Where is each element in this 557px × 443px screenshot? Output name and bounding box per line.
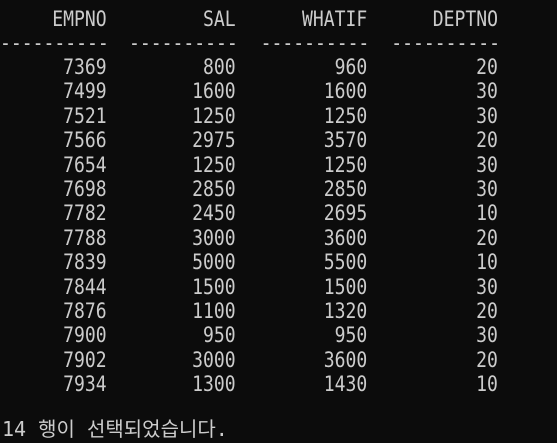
- cell-sal: 1300: [192, 372, 236, 397]
- cell-deptno: 20: [476, 225, 498, 250]
- cell-sal: 2450: [192, 201, 236, 226]
- cell-deptno: 30: [476, 103, 498, 128]
- cell-deptno: 30: [476, 274, 498, 299]
- cell-empno: 7782: [63, 201, 107, 226]
- table-row: 7566 2975 3570 20: [0, 128, 498, 153]
- cell-whatif: 1250: [323, 152, 368, 177]
- cell-whatif: 3600: [323, 225, 368, 250]
- cell-deptno: 20: [476, 128, 498, 153]
- cell-whatif: 5500: [323, 250, 368, 275]
- cell-empno: 7900: [63, 323, 107, 348]
- cell-sal: 2850: [192, 177, 236, 201]
- cell-sal: 1100: [192, 299, 236, 323]
- cell-empno: 7566: [63, 128, 107, 153]
- table-row: 7698 2850 2850 30: [0, 177, 498, 201]
- cell-whatif: 2850: [323, 177, 368, 201]
- cell-empno: 7521: [63, 103, 107, 128]
- cell-deptno: 20: [476, 299, 498, 323]
- cell-sal: 950: [203, 323, 236, 348]
- table-row: 7902 3000 3600 20: [0, 347, 498, 372]
- cell-empno: 7839: [63, 250, 107, 275]
- table-row: 7521 1250 1250 30: [0, 103, 498, 128]
- separator-deptno: ----------: [391, 31, 501, 55]
- table-row: 7369 800 960 20: [0, 55, 498, 79]
- cell-whatif: 1430: [323, 372, 368, 397]
- table-row: 7934 1300 1430 10: [0, 372, 498, 397]
- cell-whatif: 1250: [323, 103, 368, 128]
- cell-deptno: 20: [476, 55, 498, 79]
- cell-sal: 2975: [192, 128, 236, 153]
- cell-sal: 1250: [192, 152, 236, 177]
- cell-whatif: 3570: [323, 128, 368, 153]
- cell-whatif: 960: [334, 55, 368, 79]
- cell-sal: 1600: [192, 79, 236, 104]
- cell-empno: 7902: [63, 347, 107, 372]
- cell-whatif: 2695: [323, 201, 368, 226]
- separator-sal: ----------: [129, 31, 238, 55]
- cell-sal: 3000: [192, 225, 236, 250]
- table-row: 7844 1500 1500 30: [0, 274, 498, 299]
- cell-whatif: 1500: [323, 274, 368, 299]
- cell-empno: 7698: [63, 177, 107, 201]
- table-row: 7876 1100 1320 20: [0, 299, 498, 323]
- cell-deptno: 30: [476, 152, 498, 177]
- cell-sal: 800: [203, 55, 236, 79]
- cell-deptno: 20: [476, 347, 498, 372]
- table-row: 7839 5000 5500 10: [0, 250, 498, 275]
- separator-whatif: ----------: [260, 31, 370, 55]
- cell-empno: 7876: [63, 299, 107, 323]
- cell-empno: 7654: [63, 152, 107, 177]
- cell-empno: 7844: [63, 274, 107, 299]
- table-row: 7788 3000 3600 20: [0, 225, 498, 250]
- cell-sal: 5000: [192, 250, 236, 275]
- cell-empno: 7788: [63, 225, 107, 250]
- cell-whatif: 950: [334, 323, 368, 348]
- table-row: 7499 1600 1600 30: [0, 79, 498, 104]
- cell-deptno: 10: [476, 201, 498, 226]
- cell-deptno: 30: [476, 323, 498, 348]
- cell-whatif: 3600: [323, 347, 368, 372]
- cell-deptno: 30: [476, 79, 498, 104]
- cell-empno: 7934: [63, 372, 107, 397]
- table-row: 7654 1250 1250 30: [0, 152, 498, 177]
- cell-deptno: 10: [476, 250, 498, 275]
- cell-deptno: 10: [476, 372, 498, 397]
- cell-empno: 7499: [63, 79, 107, 104]
- cell-deptno: 30: [476, 177, 498, 201]
- cell-sal: 3000: [192, 347, 236, 372]
- column-header-deptno: DEPTNO: [432, 7, 498, 31]
- cell-empno: 7369: [63, 55, 107, 79]
- cell-sal: 1250: [192, 103, 236, 128]
- cell-whatif: 1320: [323, 299, 368, 323]
- cell-whatif: 1600: [323, 79, 368, 104]
- status-message: 14 행이 선택되었습니다.: [2, 417, 228, 441]
- cell-sal: 1500: [192, 274, 236, 299]
- separator-empno: ----------: [0, 31, 109, 55]
- header-separator: ---------- ---------- ---------- -------…: [0, 31, 500, 55]
- table-row: 7900 950 950 30: [0, 323, 498, 348]
- column-header-whatif: WHATIF: [301, 7, 368, 31]
- table-header: EMPNO SAL WHATIF DEPTNO: [0, 7, 498, 31]
- column-header-sal: SAL: [203, 7, 236, 31]
- table-row: 7782 2450 2695 10: [0, 201, 498, 226]
- column-header-empno: EMPNO: [52, 7, 107, 31]
